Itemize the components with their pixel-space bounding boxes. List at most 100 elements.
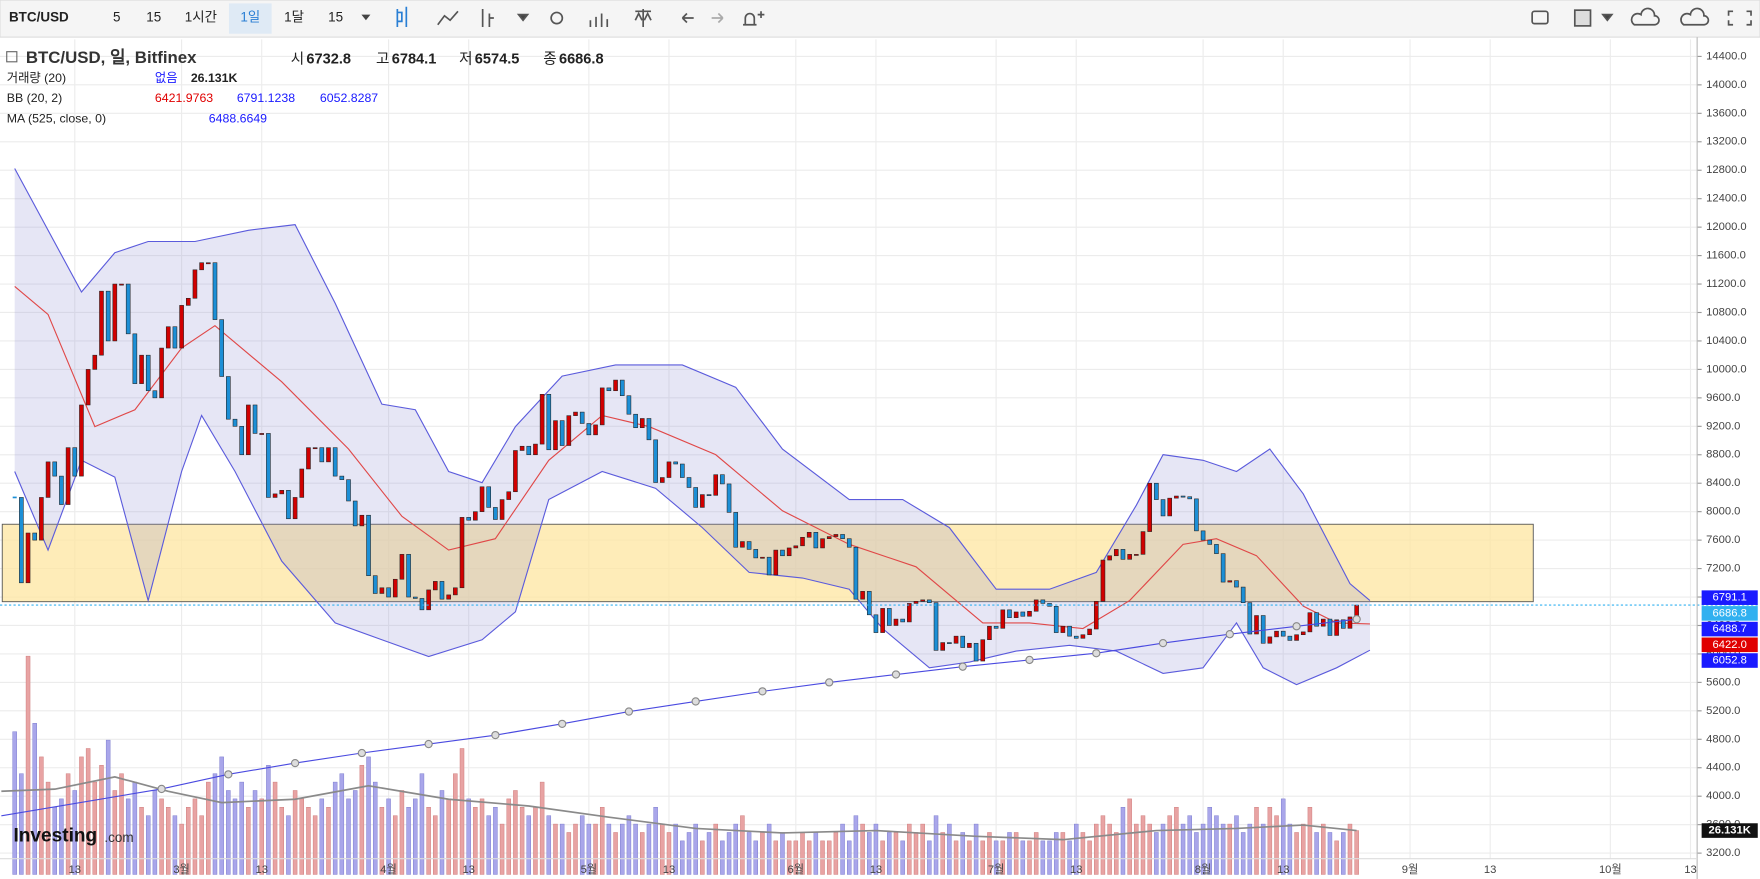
volume-bar (867, 832, 872, 875)
candle (526, 445, 532, 456)
candle (159, 347, 164, 399)
symbol[interactable]: BTC/USD (9, 10, 69, 25)
ma-marker (1158, 638, 1168, 648)
candle (927, 599, 932, 604)
volume-bar (59, 798, 64, 875)
interval[interactable]: 1일 (240, 10, 260, 25)
ma-marker (1092, 649, 1101, 658)
candle (960, 635, 966, 648)
candle (112, 283, 118, 342)
x-tick-label: 13 (69, 864, 81, 876)
volume-bar (1147, 823, 1152, 875)
ma-marker (357, 748, 367, 758)
price-label-box (1701, 606, 1758, 621)
candle (39, 497, 44, 541)
candle (846, 538, 852, 548)
candle (1120, 549, 1126, 560)
interval[interactable]: 1달 (284, 10, 304, 25)
volume-bar (1267, 807, 1273, 875)
candle (1040, 599, 1046, 604)
legend-label: 종 (543, 51, 556, 67)
candle (1280, 630, 1286, 637)
interval[interactable]: 1시간 (185, 10, 217, 25)
legend-value: 6574.5 (475, 51, 520, 67)
volume-bar (1341, 832, 1346, 875)
volume-bar (700, 840, 705, 875)
price-label-box (1701, 621, 1758, 637)
dropdown-icon[interactable] (361, 14, 371, 21)
candle (833, 534, 839, 537)
candle (933, 602, 939, 651)
ma-marker (491, 730, 500, 740)
ma-marker (1025, 655, 1034, 665)
volume-bar (406, 807, 411, 875)
volume-bar (1027, 840, 1032, 875)
legend-value: 6488.6649 (209, 111, 267, 125)
candle (446, 594, 451, 600)
candle (119, 283, 124, 286)
volume-bar (1040, 840, 1046, 875)
candle (179, 305, 184, 349)
volume-bar (973, 823, 979, 875)
candle (619, 379, 625, 397)
candle (967, 642, 972, 648)
candle (406, 554, 411, 598)
candle (1254, 615, 1259, 635)
candle (352, 500, 358, 527)
interval[interactable]: 5 (113, 10, 120, 25)
candle (920, 599, 925, 602)
candle (25, 532, 31, 584)
candle (1334, 619, 1339, 636)
candle (172, 326, 178, 349)
candle (853, 546, 859, 600)
volume-bar (686, 832, 692, 875)
candle (379, 587, 385, 594)
candle (987, 625, 992, 640)
interval[interactable]: 15 (328, 10, 343, 25)
volume-bar (833, 832, 839, 875)
volume-bar (359, 765, 365, 875)
y-tick-label: 12400.0 (1706, 193, 1747, 205)
candle (593, 424, 598, 436)
volume-bar (680, 840, 685, 875)
volume-bar (32, 723, 37, 875)
y-tick-label: 8000.0 (1706, 506, 1740, 518)
candle (1087, 628, 1092, 636)
volume-bar (947, 823, 952, 875)
volume-bar (913, 832, 919, 875)
x-tick-label: 3월 (173, 863, 190, 876)
volume-bar (339, 773, 345, 875)
volume-bar (579, 815, 585, 875)
collapse-icon[interactable] (6, 51, 18, 63)
candle (1073, 635, 1079, 639)
candle (19, 497, 24, 584)
candle (1134, 554, 1139, 556)
interval[interactable]: 15 (146, 10, 161, 25)
candle (412, 596, 418, 599)
toolbar-icons[interactable] (396, 6, 1752, 28)
candle (973, 642, 979, 662)
volume-bar (352, 790, 358, 875)
candle (366, 514, 371, 576)
volume-bar (145, 815, 151, 875)
volume-bar (65, 773, 71, 875)
candle (1174, 495, 1179, 499)
volume-bar (1013, 832, 1019, 875)
volume-bar (199, 815, 204, 875)
volume-bar (539, 781, 545, 875)
volume-bar (446, 798, 451, 875)
candle (873, 614, 879, 633)
volume-bar (720, 840, 725, 875)
volume-bar (453, 773, 458, 875)
candle (700, 494, 705, 508)
volume-bar (1207, 807, 1212, 875)
ma-marker (958, 662, 967, 671)
volume-bar (433, 815, 438, 875)
volume-bar (940, 832, 945, 875)
volume-bar (12, 731, 17, 875)
y-tick-label: 11600.0 (1706, 250, 1746, 262)
volume-bar (246, 807, 251, 875)
volume-bar (125, 798, 131, 875)
volume-bar (1087, 840, 1092, 875)
candle (105, 290, 111, 342)
